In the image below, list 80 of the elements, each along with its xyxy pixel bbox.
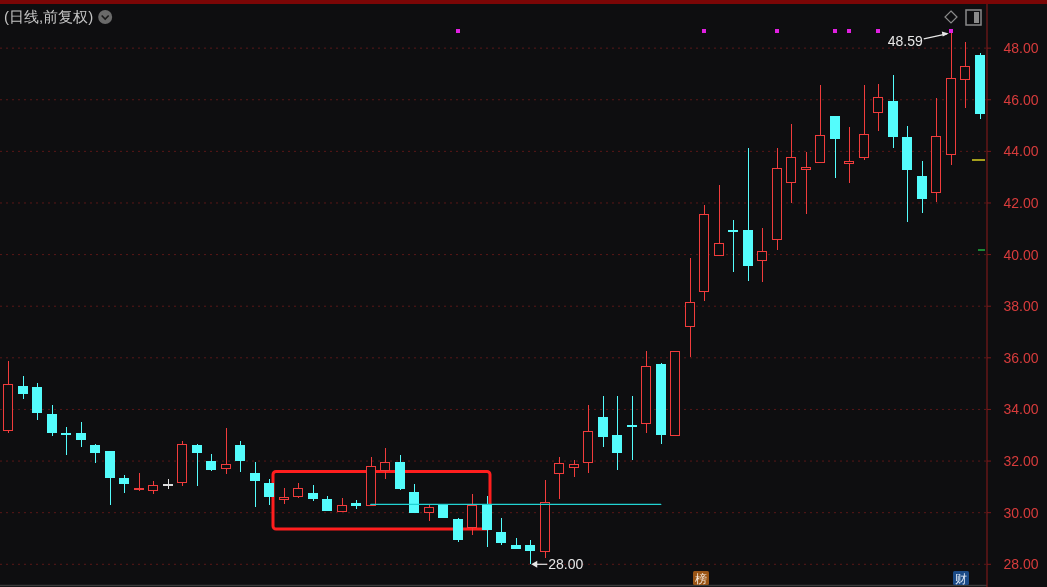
candlestick: [134, 472, 144, 492]
candlestick: [308, 484, 318, 502]
y-tick-label: 38.00: [1003, 298, 1039, 315]
candlestick: [902, 125, 912, 223]
y-tick-label: 32.00: [1003, 453, 1039, 470]
candlestick: [859, 84, 869, 161]
candlestick: [569, 459, 579, 478]
candlestick: [221, 427, 231, 475]
candlestick: [18, 375, 28, 400]
annotation: 28.00: [548, 556, 584, 573]
candlestick: [511, 537, 521, 549]
candlestick: [714, 184, 724, 256]
candlestick: [47, 404, 57, 437]
candlestick: [3, 360, 13, 434]
candlestick: [424, 504, 434, 522]
candlestick: [322, 495, 332, 511]
candlestick: [917, 160, 927, 214]
candlestick: [540, 479, 550, 559]
candlestick: [293, 482, 303, 499]
candlestick: [627, 395, 637, 461]
candlestick: [772, 147, 782, 251]
candlestick: [728, 219, 738, 273]
candlestick: [685, 257, 695, 358]
candlestick: [554, 456, 564, 500]
candlestick: [453, 517, 463, 543]
candlestick: [656, 362, 666, 445]
candlestick: [192, 443, 202, 487]
candlestick: [279, 487, 289, 505]
candlestick: [830, 116, 840, 179]
y-tick-label: 42.00: [1003, 194, 1039, 211]
y-tick-label: 48.00: [1003, 40, 1039, 57]
candlestick: [641, 350, 651, 434]
candlestick: [395, 454, 405, 491]
candlestick: [757, 227, 767, 283]
candlestick: [163, 478, 173, 490]
candlestick: [76, 421, 86, 448]
chart-title: (日线,前复权): [4, 8, 94, 25]
candlestick: [612, 395, 622, 471]
candlestick: [801, 151, 811, 215]
y-tick-label: 28.00: [1003, 556, 1039, 573]
candlestick: [380, 447, 390, 480]
candlestick: [366, 456, 376, 506]
candlestick: [931, 97, 941, 203]
candlestick: [264, 478, 274, 506]
candlestick: [351, 499, 361, 510]
candlestick: [844, 126, 854, 184]
candlestick: [699, 204, 709, 302]
y-tick-label: 30.00: [1003, 504, 1039, 521]
candlestick: [670, 351, 680, 436]
candlestick: [61, 426, 71, 456]
y-tick-label: 44.00: [1003, 143, 1039, 160]
candlestick: [250, 461, 260, 508]
candlestick: [583, 404, 593, 474]
candlestick: [177, 440, 187, 487]
annotation: 48.59: [887, 32, 923, 49]
candlestick: [496, 517, 506, 546]
candlestick: [438, 504, 448, 518]
candlestick: [337, 497, 347, 512]
candlestick: [975, 52, 985, 120]
candlestick: [105, 451, 115, 506]
y-tick-label: 46.00: [1003, 91, 1039, 108]
candlestick: [206, 453, 216, 472]
candlestick: [960, 41, 970, 109]
candlestick: [409, 483, 419, 513]
y-tick-label: 36.00: [1003, 349, 1039, 366]
candlestick: [32, 382, 42, 421]
candlestick: [482, 495, 492, 548]
candlestick: [786, 123, 796, 204]
candlestick: [119, 474, 129, 494]
candlestick: [888, 74, 898, 149]
candlestick: [873, 83, 883, 132]
candlestick: [743, 147, 753, 282]
candlestick: [598, 395, 608, 448]
y-tick-label: 40.00: [1003, 246, 1039, 263]
candlestick: [148, 480, 158, 495]
candlestick: [90, 443, 100, 464]
candlestick: [467, 493, 477, 536]
y-tick-label: 34.00: [1003, 401, 1039, 418]
candlestick: [815, 84, 825, 163]
candlestick: [235, 440, 245, 473]
